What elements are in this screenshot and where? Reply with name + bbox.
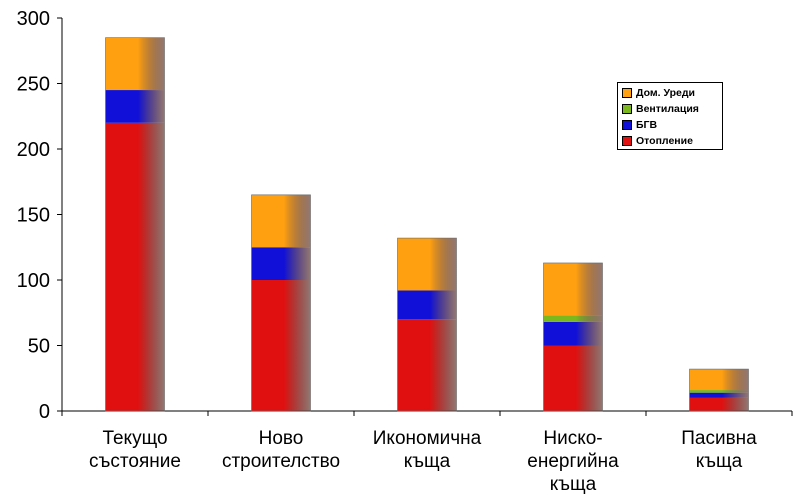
x-tick-label: Икономична къща xyxy=(373,428,482,472)
bar-outline xyxy=(689,368,749,412)
bar-segment-appliances xyxy=(543,262,603,316)
bar-segment-heating xyxy=(397,319,457,411)
legend: Дом. Уреди Вентилация БГВ Отопление xyxy=(617,82,723,150)
legend-label-heating: Отопление xyxy=(636,135,693,147)
x-tick-label: Ниско-енергийна къща xyxy=(527,428,619,495)
legend-label-ventilation: Вентилация xyxy=(636,103,699,115)
x-axis: Текущо състояние Ново строителство Икономичн… xyxy=(61,410,793,495)
bar-segment-appliances xyxy=(689,369,749,391)
bar-outline xyxy=(543,262,603,412)
y-tick-label: 50 xyxy=(28,336,50,358)
legend-swatch-appliances xyxy=(622,88,632,98)
legend-swatch-hot-water xyxy=(622,120,632,130)
bar-segment-hot-water xyxy=(105,90,165,123)
legend-item-appliances: Дом. Уреди xyxy=(622,85,718,101)
bars xyxy=(105,37,749,412)
legend-label-hot-water: БГВ xyxy=(636,119,658,131)
bar-segment-hot-water xyxy=(397,290,457,320)
bar-segment-hot-water xyxy=(689,392,749,398)
bar-outline xyxy=(105,37,165,412)
bar-segment-heating xyxy=(251,280,311,411)
legend-label-appliances: Дом. Уреди xyxy=(636,87,695,99)
x-tick-label: Пасивна къща xyxy=(681,428,757,472)
bar-outline xyxy=(251,194,311,412)
bar-segment-hot-water xyxy=(251,247,311,280)
y-tick-label: 300 xyxy=(17,8,50,30)
bar-segment-appliances xyxy=(105,37,165,91)
bar-segment-ventilation xyxy=(689,390,749,393)
y-tick-label: 100 xyxy=(17,270,50,292)
y-tick-label: 0 xyxy=(39,401,50,423)
y-tick-label: 200 xyxy=(17,139,50,161)
bar-segment-appliances xyxy=(251,194,311,248)
legend-item-heating: Отопление xyxy=(622,133,718,149)
y-axis: 0 50 100 150 200 250 300 xyxy=(17,8,63,423)
legend-swatch-ventilation xyxy=(622,104,632,114)
y-tick-label: 150 xyxy=(17,205,50,227)
bar-segment-heating xyxy=(543,345,603,411)
bar-outline xyxy=(397,237,457,412)
bar-segment-heating xyxy=(105,122,165,412)
bar-segment-hot-water xyxy=(543,321,603,346)
legend-item-hot-water: БГВ xyxy=(622,117,718,133)
x-tick-label: Ново строителство xyxy=(222,428,340,472)
legend-swatch-heating xyxy=(622,136,632,146)
legend-item-ventilation: Вентилация xyxy=(622,101,718,117)
bar-segment-heating xyxy=(689,397,749,411)
bar-segment-appliances xyxy=(397,238,457,291)
x-tick-label: Текущо състояние xyxy=(89,428,181,472)
y-tick-label: 250 xyxy=(17,74,50,96)
bar-segment-ventilation xyxy=(543,315,603,322)
